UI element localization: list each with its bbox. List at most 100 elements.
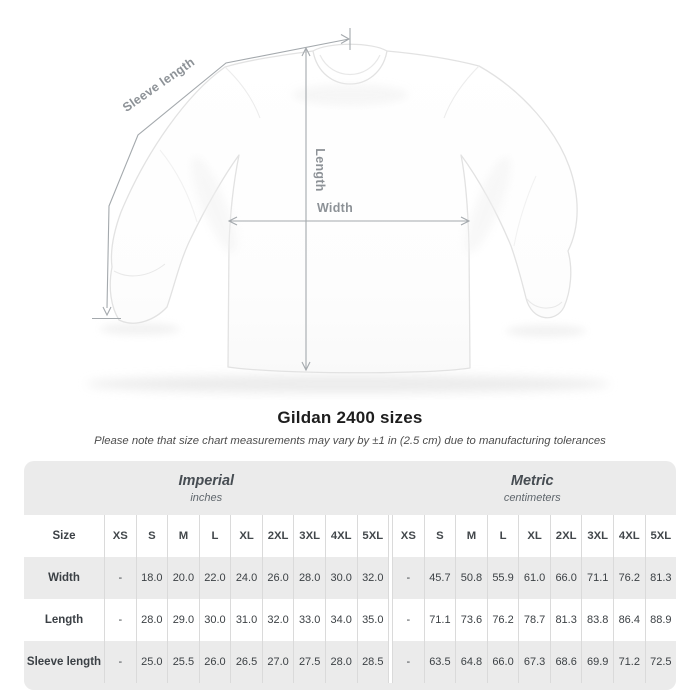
value-cell: 29.0 bbox=[167, 599, 199, 641]
value-cell: 88.9 bbox=[644, 599, 676, 641]
size-col-header: M bbox=[167, 515, 199, 557]
value-cell: 25.5 bbox=[167, 641, 199, 683]
sleeve-length-arrow-down bbox=[102, 306, 112, 317]
metric-label: Metric bbox=[510, 472, 554, 489]
value-cell: 28.0 bbox=[293, 557, 325, 599]
unit-group-header: Imperial inches Metric centimeters bbox=[24, 461, 676, 515]
value-cell: 20.0 bbox=[167, 557, 199, 599]
left-shoulder-seam bbox=[224, 66, 261, 119]
size-col-header: XS bbox=[104, 515, 136, 557]
page-title: Gildan 2400 sizes bbox=[277, 408, 423, 427]
imperial-header: Imperial inches bbox=[24, 461, 389, 515]
length-arrow-up bbox=[301, 46, 311, 57]
collar-shading bbox=[292, 84, 408, 106]
row-label: Sleeve length bbox=[26, 656, 102, 668]
row-label: Width bbox=[48, 572, 80, 584]
table-footer-strip bbox=[24, 683, 676, 690]
width-arrow-left bbox=[227, 216, 238, 226]
right-shoulder-seam bbox=[443, 65, 480, 119]
value-cell: - bbox=[392, 641, 424, 683]
value-cell: 24.0 bbox=[230, 557, 262, 599]
size-col-header: XS bbox=[392, 515, 424, 557]
table-row-sizes: Size XS S M L XL 2XL 3XL 4XL 5XL XS S M … bbox=[24, 515, 676, 557]
unit-divider bbox=[388, 599, 393, 641]
value-cell: 64.8 bbox=[455, 641, 487, 683]
value-cell: 45.7 bbox=[423, 557, 456, 599]
value-cell: 81.3 bbox=[549, 599, 582, 641]
value-cell: - bbox=[392, 557, 424, 599]
value-cell: 33.0 bbox=[293, 599, 325, 641]
value-cell: 71.2 bbox=[613, 641, 645, 683]
sleeve-length-measurement bbox=[92, 28, 351, 320]
value-cell: 71.1 bbox=[423, 599, 456, 641]
table-row-sleeve-length: Sleeve length - 25.0 25.5 26.0 26.5 27.0… bbox=[24, 641, 676, 683]
width-measurement bbox=[227, 216, 471, 226]
value-cell: - bbox=[104, 641, 136, 683]
value-cell: 72.5 bbox=[644, 641, 676, 683]
size-col-header: S bbox=[423, 515, 456, 557]
size-col-header: 4XL bbox=[324, 515, 357, 557]
left-cuff-shadow bbox=[100, 323, 180, 335]
unit-divider bbox=[388, 641, 393, 683]
value-cell: 27.0 bbox=[261, 641, 294, 683]
left-sleeve-crease bbox=[159, 149, 198, 223]
size-col-header: 2XL bbox=[261, 515, 294, 557]
shirt-shadow bbox=[86, 375, 610, 393]
value-cell: 66.0 bbox=[549, 557, 582, 599]
size-col-header: 2XL bbox=[549, 515, 582, 557]
value-cell: 26.0 bbox=[261, 557, 294, 599]
right-sleeve-crease bbox=[513, 175, 537, 247]
size-col-header: 5XL bbox=[356, 515, 389, 557]
value-cell: 50.8 bbox=[455, 557, 487, 599]
value-cell: 34.0 bbox=[324, 599, 357, 641]
collar-inner-line bbox=[319, 54, 381, 76]
value-cell: 22.0 bbox=[198, 557, 231, 599]
table-row-length: Length - 28.0 29.0 30.0 31.0 32.0 33.0 3… bbox=[24, 599, 676, 641]
value-cell: 78.7 bbox=[518, 599, 550, 641]
value-cell: 30.0 bbox=[198, 599, 231, 641]
value-cell: 35.0 bbox=[356, 599, 389, 641]
left-sleeve-shading bbox=[191, 156, 237, 254]
value-cell: 71.1 bbox=[581, 557, 613, 599]
width-arrow-right bbox=[460, 216, 471, 226]
shirt-measurement-diagram: Sleeve length Length Width bbox=[86, 28, 610, 393]
right-cuff-shadow bbox=[506, 325, 586, 337]
value-cell: 28.0 bbox=[135, 599, 168, 641]
value-cell: 25.0 bbox=[135, 641, 168, 683]
title-block: Gildan 2400 sizes Please note that size … bbox=[0, 408, 700, 447]
length-arrow-down bbox=[301, 361, 311, 372]
value-cell: 32.0 bbox=[356, 557, 389, 599]
value-cell: 81.3 bbox=[644, 557, 676, 599]
unit-divider bbox=[388, 515, 393, 557]
value-cell: 83.8 bbox=[581, 599, 613, 641]
length-measurement bbox=[301, 46, 311, 372]
value-cell: 76.2 bbox=[486, 599, 519, 641]
shirt-body bbox=[109, 50, 578, 374]
value-cell: 76.2 bbox=[613, 557, 645, 599]
width-label: Width bbox=[317, 201, 353, 215]
size-col-header: S bbox=[135, 515, 168, 557]
size-header-label: Size bbox=[52, 530, 76, 542]
value-cell: 28.5 bbox=[356, 641, 389, 683]
value-cell: 69.9 bbox=[581, 641, 613, 683]
size-col-header: 5XL bbox=[644, 515, 676, 557]
value-cell: 27.5 bbox=[293, 641, 325, 683]
value-cell: 61.0 bbox=[518, 557, 550, 599]
value-cell: 26.0 bbox=[198, 641, 231, 683]
sleeve-length-arrow-right bbox=[340, 34, 351, 44]
size-col-header: 3XL bbox=[581, 515, 613, 557]
metric-header: Metric centimeters bbox=[389, 461, 677, 515]
value-cell: 63.5 bbox=[423, 641, 456, 683]
sleeve-length-line bbox=[106, 38, 350, 309]
right-sleeve-shading bbox=[465, 156, 511, 254]
imperial-unit: inches bbox=[190, 491, 223, 504]
unit-divider bbox=[388, 557, 393, 599]
size-col-header: L bbox=[198, 515, 231, 557]
value-cell: 28.0 bbox=[324, 641, 357, 683]
value-cell: 30.0 bbox=[324, 557, 357, 599]
value-cell: - bbox=[104, 557, 136, 599]
value-cell: 67.3 bbox=[518, 641, 550, 683]
metric-unit: centimeters bbox=[503, 491, 561, 504]
value-cell: 55.9 bbox=[486, 557, 519, 599]
